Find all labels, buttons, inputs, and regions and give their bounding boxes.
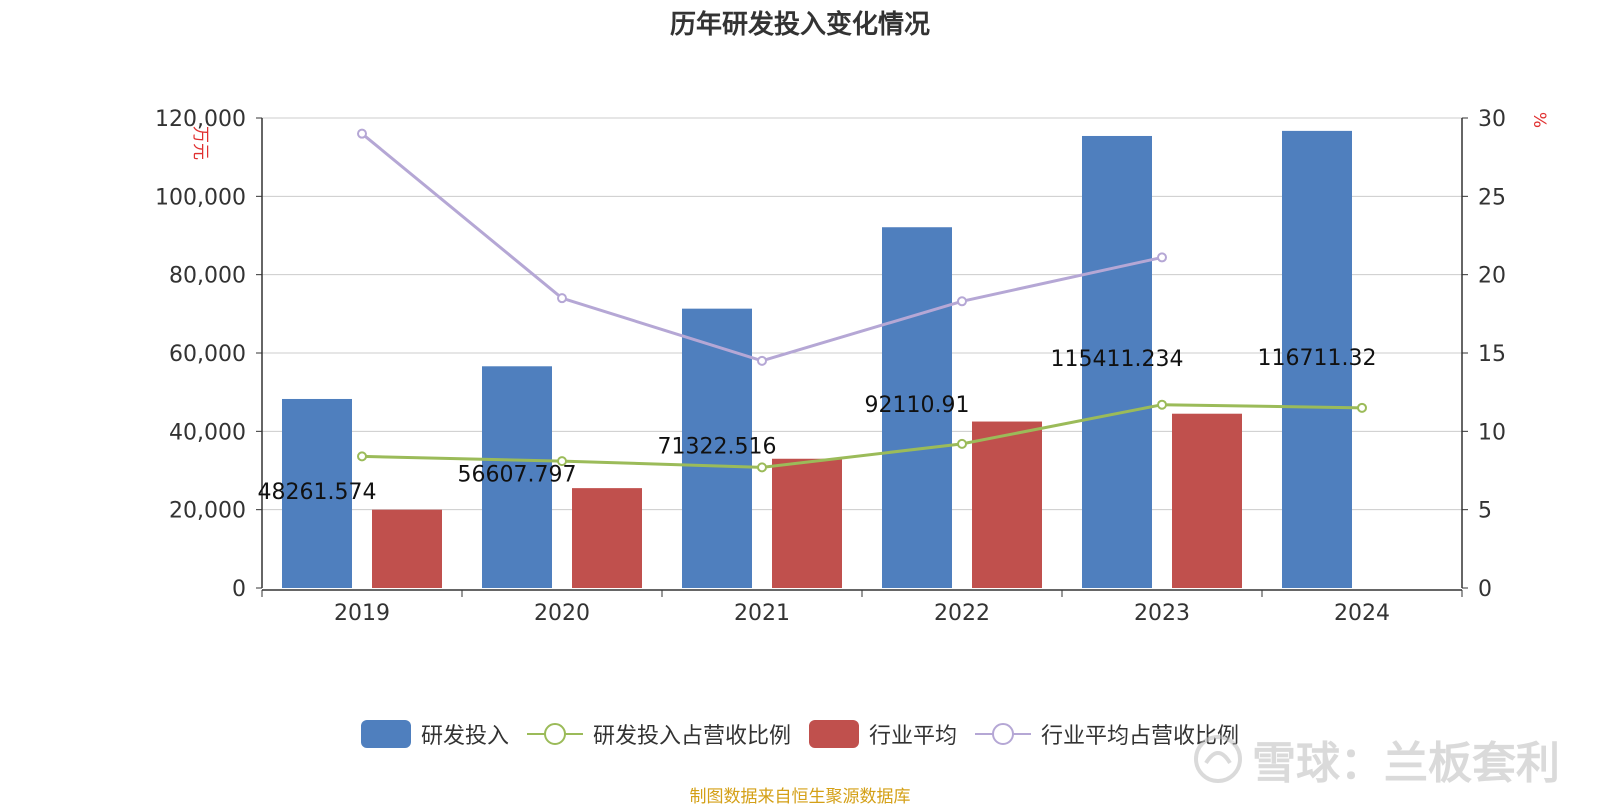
line-point [957,438,967,449]
bar [482,366,552,588]
bar-data-label: 92110.91 [865,393,970,418]
y-left-tick-label: 80,000 [169,264,246,289]
y-left-tick-label: 60,000 [169,342,246,367]
y-right-axis-label: % [1529,112,1549,128]
bar-data-label: 56607.797 [458,462,577,487]
axes: 0 20,000 40,000 60,000 80,000 100,000 120,000 0… [155,107,1549,626]
legend-label: 研发投入占营收比例 [592,724,791,749]
line-point [357,451,367,462]
legend-item[interactable]: 研发投入占营收比例 [526,718,791,750]
bar [1172,413,1242,588]
y-right-tick-label: 5 [1478,499,1492,524]
x-tick-label: 2022 [934,601,990,626]
y-left-tick-label: 40,000 [169,420,246,445]
legend-item[interactable]: 行业平均占营收比例 [975,718,1239,750]
line-point [757,355,767,366]
bar [882,227,952,588]
line-point [1357,402,1367,413]
y-right-tick-label: 15 [1478,342,1506,367]
line-point [1157,399,1167,410]
y-right-tick-label: 20 [1478,264,1506,289]
legend-label: 研发投入 [420,724,509,749]
y-left-tick-label: 100,000 [155,185,246,210]
bar [372,509,442,588]
bar-data-label: 116711.32 [1258,346,1377,371]
line-point [557,456,567,467]
y-left-tick-label: 20,000 [169,499,246,524]
legend-label: 行业平均 [869,724,958,749]
bar [1282,130,1352,588]
snowball-logo-icon [1194,735,1242,783]
y-right-tick-label: 25 [1478,185,1506,210]
bar [1082,135,1152,589]
watermark: 雪球：兰板套利 [1192,727,1560,791]
watermark-text: 雪球：兰板套利 [1252,738,1560,789]
x-tick-label: 2021 [734,601,790,626]
y-left-tick-label: 0 [232,577,246,602]
bar-data-label: 48261.574 [258,480,377,505]
bar [282,398,352,588]
series-line [361,132,1163,363]
line-point [557,293,567,304]
line-point [357,128,367,139]
x-tick-label: 2019 [334,601,390,626]
series-line [361,403,1363,469]
bar-data-label: 115411.234 [1051,347,1184,372]
legend-item[interactable]: 行业平均 [809,718,957,750]
bar-data-label: 71322.516 [658,435,777,460]
grid-lines [262,117,1462,511]
y-right-tick-label: 30 [1478,107,1506,132]
legend-item[interactable]: 研发投入 [360,718,509,750]
bar [572,488,642,588]
x-tick-label: 2024 [1334,601,1390,626]
y-right-tick-label: 0 [1478,577,1492,602]
legend-bar-swatch [360,720,411,748]
line-series [357,128,1367,473]
legend-line-swatch [975,723,1032,745]
chart-title: 历年研发投入变化情况 [669,10,930,40]
bar [772,458,842,588]
legend-line-swatch [526,723,583,745]
legend-label: 行业平均占营收比例 [1041,724,1240,749]
x-tick-label: 2023 [1134,601,1190,626]
line-point [957,296,967,307]
y-right-tick-label: 10 [1478,420,1506,445]
bar-series [282,130,1352,589]
line-point [757,462,767,473]
legend: 研发投入 研发投入占营收比例 行业平均 行业平均占营收比例 [0,718,1600,750]
data-labels: 48261.574 56607.797 71322.516 92110.91 11541… [258,346,1377,505]
x-tick-label: 2020 [534,601,590,626]
line-point [1157,252,1167,263]
y-left-axis-label: 万元 [190,126,210,160]
y-left-tick-label: 120,000 [155,107,246,132]
legend-bar-swatch [809,720,859,748]
bar [972,421,1042,588]
